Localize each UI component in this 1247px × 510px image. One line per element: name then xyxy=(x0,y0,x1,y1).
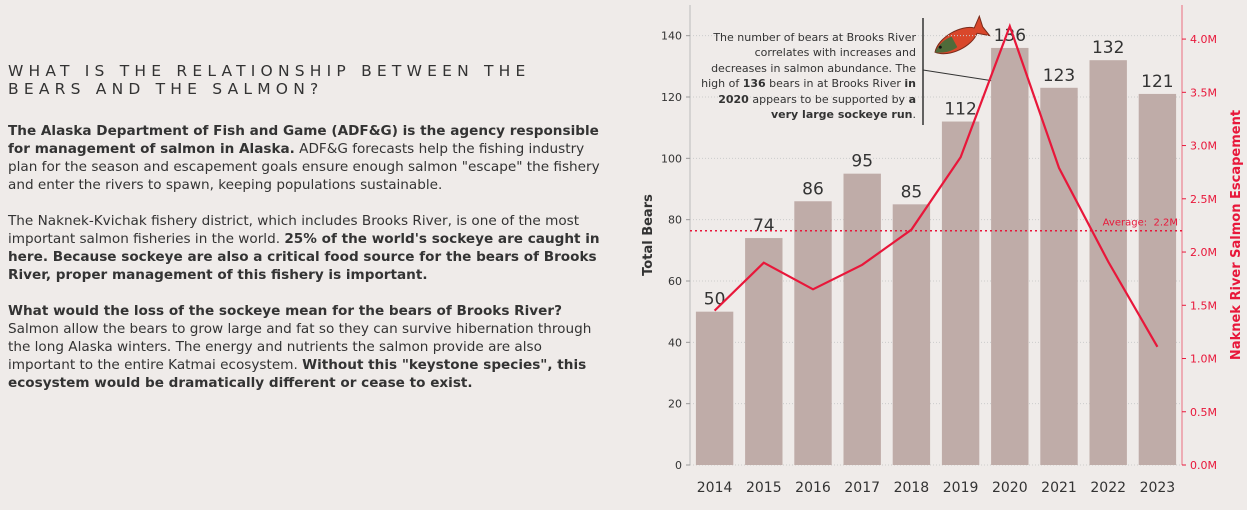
x-tick-label: 2022 xyxy=(1090,480,1126,496)
text-panel: WHAT IS THE RELATIONSHIP BETWEEN THE BEA… xyxy=(8,62,606,410)
y2-tick-label: 1.0M xyxy=(1190,353,1217,366)
text-segment: a very large sockeye run xyxy=(771,92,916,122)
text-segment: 136 xyxy=(742,77,766,91)
x-tick-label: 2023 xyxy=(1140,480,1176,496)
bar xyxy=(991,47,1029,465)
bar xyxy=(892,204,931,466)
data-label: 50 xyxy=(704,290,726,310)
heading: WHAT IS THE RELATIONSHIP BETWEEN THE BEA… xyxy=(8,62,531,98)
y-axis-title: Total Bears xyxy=(641,194,656,276)
text-segment: in 2020 xyxy=(718,77,916,106)
y2-tick-label: 2.5M xyxy=(1190,193,1217,206)
y-tick-label: 0 xyxy=(675,459,682,472)
data-label: 112 xyxy=(944,100,976,120)
bar xyxy=(745,238,783,465)
y2-tick-label: 3.5M xyxy=(1190,86,1217,99)
text-segment: . xyxy=(912,108,917,122)
y-tick-label: 100 xyxy=(661,152,682,165)
x-tick-label: 2021 xyxy=(1041,480,1077,496)
x-tick-label: 2020 xyxy=(992,480,1028,496)
data-label: 136 xyxy=(994,26,1026,46)
text-segment: What would the loss of the sockeye mean … xyxy=(8,303,562,319)
salmon-icon xyxy=(934,14,991,55)
bar xyxy=(695,311,734,465)
paragraph: The Alaska Department of Fish and Game (… xyxy=(8,122,606,194)
y-tick-label: 60 xyxy=(668,275,682,288)
x-tick-label: 2014 xyxy=(697,480,733,496)
paragraph: What would the loss of the sockeye mean … xyxy=(8,302,606,392)
data-label: 86 xyxy=(802,179,824,199)
x-tick-label: 2019 xyxy=(943,480,979,496)
text-segment: bears in at Brooks River xyxy=(765,77,905,91)
x-tick-label: 2017 xyxy=(844,480,880,496)
y2-tick-label: 2.0M xyxy=(1190,246,1217,259)
annotation: The number of bears at Brooks River corr… xyxy=(700,30,916,122)
text-segment: appears to be supported by xyxy=(748,92,909,106)
y2-tick-label: 0.0M xyxy=(1190,459,1217,472)
y2-tick-label: 4.0M xyxy=(1190,33,1217,46)
data-label: 85 xyxy=(901,182,923,202)
x-tick-label: 2015 xyxy=(746,480,782,496)
y-tick-label: 120 xyxy=(661,91,682,104)
text-segment: The Alaska Department of Fish and Game (… xyxy=(8,123,599,157)
bar xyxy=(843,173,881,465)
reference-label: Average: 2.2M xyxy=(1103,218,1178,229)
paragraph: The Naknek-Kvichak fishery district, whi… xyxy=(8,212,606,284)
text-segment: 25% of the world's sockeye are caught in… xyxy=(8,231,600,283)
y2-axis-title: Naknek River Salmon Escapement xyxy=(1229,110,1244,360)
data-label: 132 xyxy=(1092,38,1124,58)
y2-tick-label: 1.5M xyxy=(1190,299,1217,312)
y-tick-label: 80 xyxy=(668,214,682,227)
x-tick-label: 2018 xyxy=(894,480,930,496)
bar xyxy=(794,201,832,465)
line xyxy=(713,23,1159,348)
data-label: 74 xyxy=(753,216,775,236)
data-label: 95 xyxy=(851,152,873,172)
y2-tick-label: 3.0M xyxy=(1190,140,1217,153)
text-segment: Salmon allow the bears to grow large and… xyxy=(8,321,592,373)
text-segment: Without this "keystone species", this ec… xyxy=(8,357,587,391)
text-segment: ADF&G forecasts help the fishing industr… xyxy=(8,141,600,193)
y2-tick-label: 0.5M xyxy=(1190,406,1217,419)
data-label: 123 xyxy=(1043,66,1075,86)
bar xyxy=(1040,87,1078,466)
data-label: 121 xyxy=(1141,72,1173,92)
x-tick-label: 2016 xyxy=(795,480,831,496)
y-tick-label: 20 xyxy=(668,398,682,411)
y-tick-label: 40 xyxy=(668,336,682,349)
y-tick-label: 140 xyxy=(661,30,682,43)
bar xyxy=(941,121,980,466)
text-segment: The Naknek-Kvichak fishery district, whi… xyxy=(8,213,580,247)
bar xyxy=(1138,93,1177,465)
text-segment: The number of bears at Brooks River corr… xyxy=(701,31,916,91)
